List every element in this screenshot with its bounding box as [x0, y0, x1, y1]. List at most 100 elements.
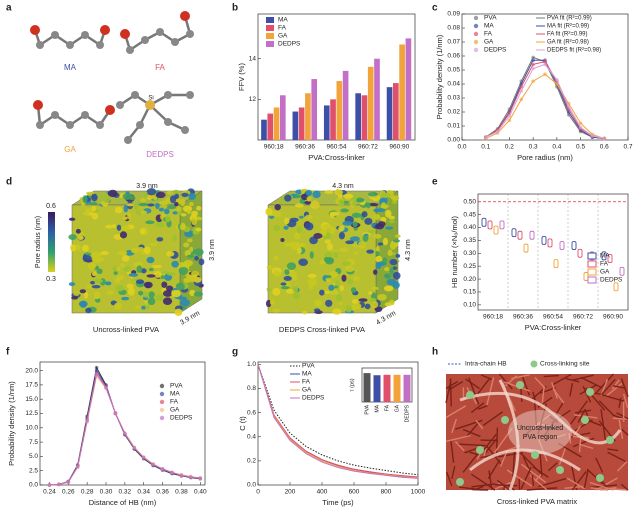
- pore: [358, 298, 368, 302]
- panel-letter: d: [6, 177, 12, 188]
- legend-label: MA: [484, 23, 494, 30]
- y-tick-label: 17.5: [25, 382, 38, 389]
- legend-swatch: [530, 360, 538, 368]
- bar: [311, 79, 318, 140]
- chain: [569, 383, 574, 397]
- pore: [374, 306, 383, 313]
- chain: [521, 375, 531, 396]
- box: [517, 230, 523, 240]
- y-tick-label: 0.25: [463, 263, 476, 270]
- pore: [156, 237, 164, 242]
- colorbar: [48, 212, 55, 272]
- pore: [319, 260, 326, 265]
- colorbar-tick: 0.6: [46, 203, 56, 210]
- pore: [106, 290, 114, 295]
- pore: [82, 255, 92, 262]
- chain: [552, 373, 572, 386]
- pore: [143, 191, 148, 199]
- pore: [392, 266, 398, 270]
- plot-frame: [477, 193, 629, 311]
- pore: [125, 191, 130, 195]
- box: [583, 272, 589, 281]
- legend-swatch: [587, 260, 597, 268]
- plot-frame: [39, 361, 206, 486]
- legend-label: DEDPS: [170, 415, 193, 422]
- pore: [179, 223, 186, 231]
- legend-label: MA: [600, 253, 610, 260]
- cross-link-site: [596, 474, 604, 482]
- pore: [91, 193, 98, 202]
- pore: [273, 255, 279, 261]
- pore: [188, 202, 194, 207]
- pore: [155, 222, 165, 228]
- chain: [458, 486, 483, 491]
- pore: [152, 264, 163, 269]
- y-tick-label: 0.40: [463, 224, 476, 231]
- pore: [179, 198, 186, 206]
- pore: [155, 191, 166, 199]
- legend-label: DEDPS: [302, 395, 325, 402]
- x-axis-label: PVA:Cross-linker: [525, 323, 582, 332]
- pore: [292, 291, 300, 300]
- chain: [558, 446, 567, 466]
- y-tick-label: 0.06: [447, 53, 460, 60]
- data-point: [189, 475, 193, 479]
- pore: [321, 224, 332, 230]
- data-point: [531, 58, 535, 62]
- pore: [371, 286, 379, 290]
- bar: [298, 107, 305, 140]
- y-tick-label: 2.5: [29, 467, 38, 474]
- legend-swatch: [159, 415, 165, 421]
- pore: [82, 195, 88, 204]
- box-size-label: 3.9 nm: [179, 310, 201, 327]
- pore: [373, 233, 382, 239]
- chain: [616, 412, 629, 420]
- pore: [193, 276, 202, 283]
- pore: [391, 199, 398, 205]
- pore: [368, 191, 378, 197]
- legend-label: GA fit (R²=0.98): [547, 40, 589, 46]
- pore: [148, 291, 155, 299]
- pore: [298, 258, 309, 267]
- pore: [364, 303, 371, 310]
- pore: [90, 280, 96, 285]
- cross-link-site: [456, 478, 464, 486]
- pore: [280, 200, 286, 205]
- pore: [158, 207, 165, 212]
- x-tick-label: 0.7: [623, 144, 632, 151]
- pore: [319, 289, 325, 296]
- pore: [273, 271, 282, 277]
- box: [613, 282, 619, 292]
- pore: [338, 225, 345, 232]
- chain: [451, 466, 456, 480]
- legend-swatch: [159, 399, 165, 405]
- chain: [494, 484, 518, 487]
- chain: [541, 386, 545, 405]
- legend-swatch: [159, 391, 165, 397]
- box-size-label: 4.3 nm: [375, 310, 397, 327]
- x-tick-label: DEDPS: [404, 404, 410, 422]
- series-line: [257, 364, 419, 479]
- legend-label: GA: [278, 33, 288, 40]
- x-axis-label: Time (ps): [322, 498, 354, 507]
- chain: [578, 436, 582, 453]
- y-tick-label: 0.6: [247, 409, 256, 416]
- pore: [284, 242, 292, 247]
- chain: [457, 443, 486, 447]
- box: [547, 238, 553, 248]
- pore: [143, 246, 151, 255]
- chain: [477, 377, 491, 395]
- pore: [299, 215, 304, 219]
- data-point: [123, 431, 127, 436]
- pore: [180, 298, 191, 307]
- pore: [382, 257, 388, 264]
- box: [499, 220, 505, 230]
- chain: [557, 442, 582, 458]
- y-tick-label: 15.0: [25, 396, 38, 403]
- pore: [193, 291, 203, 297]
- data-point: [495, 129, 500, 134]
- pore: [194, 256, 199, 261]
- pore: [323, 290, 331, 294]
- y-tick-label: 0.00: [447, 137, 460, 144]
- pore: [306, 196, 312, 202]
